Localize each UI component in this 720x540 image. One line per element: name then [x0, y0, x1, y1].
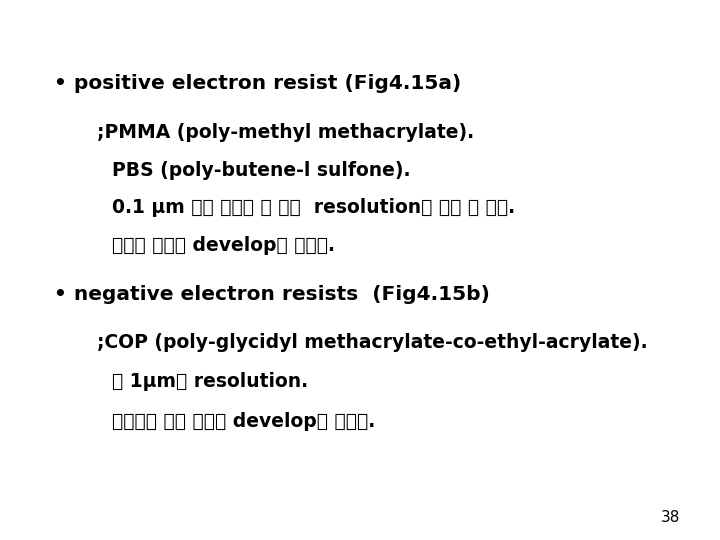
Text: • negative electron resists  (Fig4.15b): • negative electron resists (Fig4.15b) [54, 285, 490, 304]
Text: ;PMMA (poly-methyl methacrylate).: ;PMMA (poly-methyl methacrylate). [97, 123, 474, 142]
Text: PBS (poly-butene-l sulfone).: PBS (poly-butene-l sulfone). [112, 160, 410, 180]
Text: 노출된 부분이 develop시 녹는다.: 노출된 부분이 develop시 녹는다. [112, 236, 335, 255]
Text: • positive electron resist (Fig4.15a): • positive electron resist (Fig4.15a) [54, 74, 462, 93]
Text: 약 1μm의 resolution.: 약 1μm의 resolution. [112, 372, 307, 391]
Text: 38: 38 [661, 510, 680, 525]
Text: ;COP (poly-glycidyl methacrylate-co-ethyl-acrylate).: ;COP (poly-glycidyl methacrylate-co-ethy… [97, 333, 648, 353]
Text: 0.1 μm 혹은 그보다 더 좀은  resolution을 얻을 수 있다.: 0.1 μm 혹은 그보다 더 좀은 resolution을 얻을 수 있다. [112, 198, 515, 218]
Text: 노출되지 않은 부분이 develop시 녹는다.: 노출되지 않은 부분이 develop시 녹는다. [112, 411, 375, 431]
